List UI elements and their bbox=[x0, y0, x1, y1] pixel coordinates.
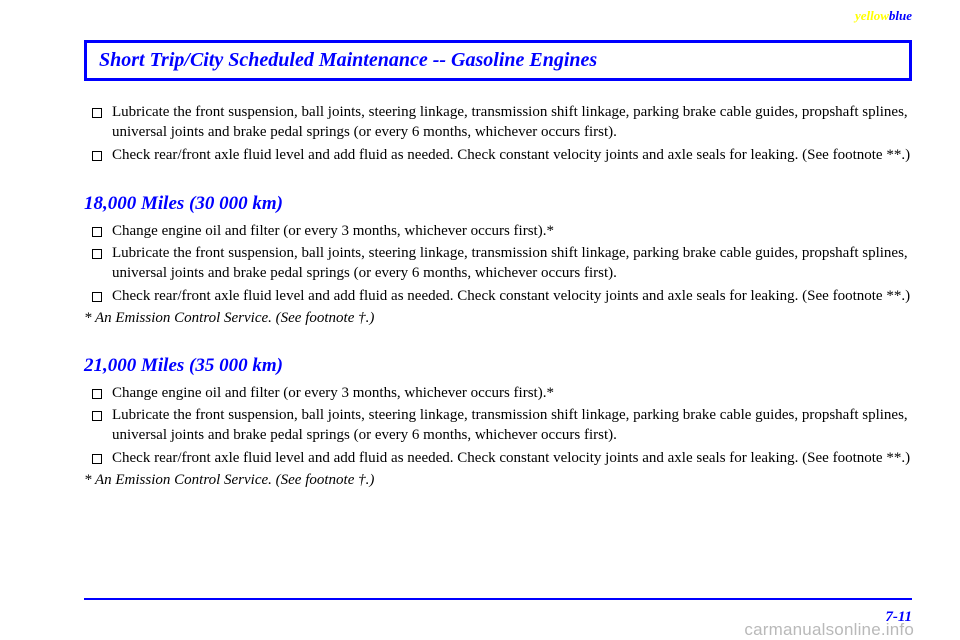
header-blue-text: blue bbox=[889, 8, 912, 23]
item-text: Lubricate the front suspension, ball joi… bbox=[112, 407, 908, 443]
item-text: Lubricate the front suspension, ball joi… bbox=[112, 104, 908, 140]
item-text: Change engine oil and filter (or every 3… bbox=[112, 223, 554, 239]
content-area: Lubricate the front suspension, ball joi… bbox=[84, 100, 912, 489]
item-text: Check rear/front axle fluid level and ad… bbox=[112, 450, 910, 466]
item-text: Check rear/front axle fluid level and ad… bbox=[112, 288, 910, 304]
checkbox-icon bbox=[92, 411, 102, 421]
list-item: Lubricate the front suspension, ball joi… bbox=[84, 405, 912, 446]
checkbox-icon bbox=[92, 249, 102, 259]
checkbox-icon bbox=[92, 227, 102, 237]
item-text: Lubricate the front suspension, ball joi… bbox=[112, 245, 908, 281]
item-text: Check rear/front axle fluid level and ad… bbox=[112, 147, 910, 163]
mileage-heading: 18,000 Miles (30 000 km) bbox=[84, 193, 912, 215]
title-box: Short Trip/City Scheduled Maintenance --… bbox=[84, 40, 912, 81]
list-item: Lubricate the front suspension, ball joi… bbox=[84, 243, 912, 284]
header-yellow-text: yellow bbox=[855, 8, 889, 23]
footnote-text: * An Emission Control Service. (See foot… bbox=[84, 472, 912, 489]
checkbox-icon bbox=[92, 454, 102, 464]
footnote-text: * An Emission Control Service. (See foot… bbox=[84, 310, 912, 327]
page-title: Short Trip/City Scheduled Maintenance --… bbox=[99, 49, 597, 71]
list-item: Check rear/front axle fluid level and ad… bbox=[84, 448, 912, 468]
checkbox-icon bbox=[92, 151, 102, 161]
header-color-label: yellowblue bbox=[855, 8, 912, 24]
checkbox-icon bbox=[92, 108, 102, 118]
list-item: Change engine oil and filter (or every 3… bbox=[84, 221, 912, 241]
checkbox-icon bbox=[92, 389, 102, 399]
checkbox-icon bbox=[92, 292, 102, 302]
mileage-heading: 21,000 Miles (35 000 km) bbox=[84, 355, 912, 377]
list-item: Lubricate the front suspension, ball joi… bbox=[84, 102, 912, 143]
list-item: Check rear/front axle fluid level and ad… bbox=[84, 145, 912, 165]
list-item: Check rear/front axle fluid level and ad… bbox=[84, 286, 912, 306]
list-item: Change engine oil and filter (or every 3… bbox=[84, 383, 912, 403]
watermark-text: carmanualsonline.info bbox=[744, 620, 914, 640]
footer-rule bbox=[84, 598, 912, 600]
item-text: Change engine oil and filter (or every 3… bbox=[112, 385, 554, 401]
